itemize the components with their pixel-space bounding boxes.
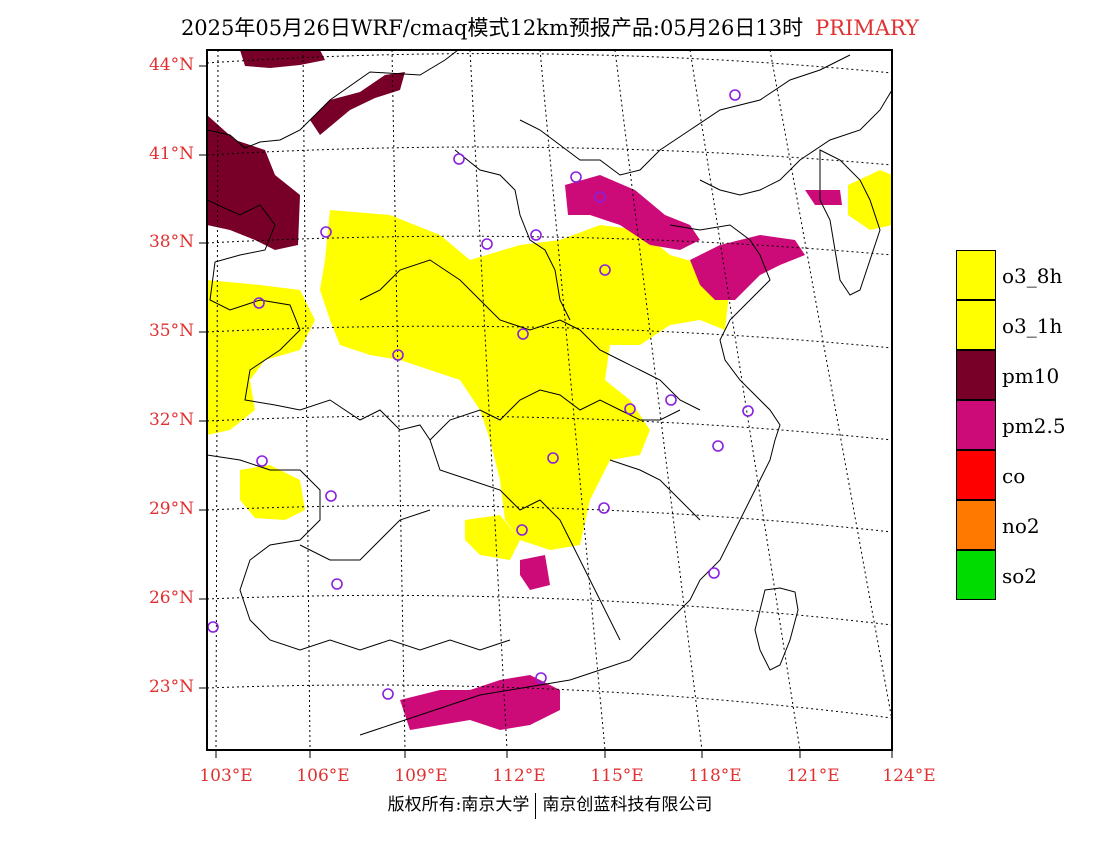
axis-ticks — [199, 65, 893, 758]
legend-swatch — [956, 400, 996, 450]
pm25-area-south — [400, 675, 560, 730]
pollutant-regions — [207, 50, 892, 730]
graticule — [207, 50, 892, 750]
legend-swatch — [956, 500, 996, 550]
pm25-area-shandong — [690, 235, 805, 300]
legend-label: o3_8h — [1002, 264, 1063, 288]
city-marker — [599, 264, 611, 276]
lon-label: 115°E — [590, 766, 644, 786]
lat-label: 32°N — [148, 410, 194, 430]
city-marker — [517, 328, 529, 340]
legend-label: pm10 — [1002, 364, 1060, 388]
city-marker — [624, 403, 636, 415]
city-marker — [530, 229, 542, 241]
legend-swatch — [956, 550, 996, 600]
city-marker — [256, 455, 268, 467]
city-marker — [547, 452, 559, 464]
city-marker — [481, 238, 493, 250]
legend-swatch — [956, 450, 996, 500]
pm25-area-beijing — [565, 175, 700, 250]
copyright-right: 南京创蓝科技有限公司 — [542, 795, 713, 815]
legend-label: pm2.5 — [1002, 414, 1066, 438]
city-marker — [708, 567, 720, 579]
footer-divider — [535, 792, 537, 819]
legend-label: o3_1h — [1002, 314, 1063, 338]
map-frame — [206, 49, 893, 751]
legend-swatch — [956, 300, 996, 350]
legend-swatch — [956, 250, 996, 300]
city-marker — [320, 226, 332, 238]
o3-area-sw — [240, 465, 305, 520]
city-marker — [712, 440, 724, 452]
mode-tag: PRIMARY — [815, 16, 920, 40]
lat-label: 35°N — [148, 321, 194, 341]
city-marker — [207, 621, 219, 633]
city-marker — [598, 502, 610, 514]
pm10-area-nw — [207, 115, 300, 250]
city-marker — [570, 171, 582, 183]
lat-label: 38°N — [148, 232, 194, 252]
city-marker — [594, 191, 606, 203]
lon-label: 112°E — [492, 766, 546, 786]
lat-label: 29°N — [148, 499, 194, 519]
map-title: 2025年05月26日WRF/cmaq模式12km预报产品:05月26日13时 P… — [0, 12, 1100, 42]
city-marker — [516, 524, 528, 536]
city-marker — [382, 688, 394, 700]
city-marker — [331, 578, 343, 590]
o3-area-south — [465, 515, 520, 560]
legend-label: co — [1002, 464, 1026, 488]
o3-area-central — [320, 210, 730, 550]
lat-label: 41°N — [148, 144, 194, 164]
city-marker — [253, 297, 265, 309]
city-marker — [325, 490, 337, 502]
copyright-footer: 版权所有:南京大学 南京创蓝科技有限公司 — [0, 790, 1100, 819]
pm25-area-coast — [805, 190, 842, 205]
copyright-left: 版权所有:南京大学 — [387, 795, 530, 815]
o3-area-west — [207, 280, 315, 435]
legend-label: so2 — [1002, 564, 1038, 588]
lat-label: 26°N — [148, 588, 194, 608]
pm25-area-hunan — [520, 555, 550, 590]
legend-swatch — [956, 350, 996, 400]
city-marker — [453, 153, 465, 165]
lon-label: 118°E — [688, 766, 742, 786]
lon-label: 109°E — [394, 766, 448, 786]
city-marker — [742, 405, 754, 417]
lon-label: 124°E — [882, 766, 936, 786]
city-marker — [535, 672, 547, 684]
city-marker — [729, 89, 741, 101]
boundaries — [207, 50, 892, 736]
lat-label: 23°N — [148, 677, 194, 697]
lon-label: 106°E — [296, 766, 350, 786]
title-text: 2025年05月26日WRF/cmaq模式12km预报产品:05月26日13时 — [180, 16, 804, 40]
city-marker — [665, 394, 677, 406]
pm10-area-north2 — [310, 72, 405, 135]
legend-label: no2 — [1002, 514, 1040, 538]
city-marker — [392, 349, 404, 361]
lat-label: 44°N — [148, 55, 194, 75]
lon-label: 121°E — [786, 766, 840, 786]
lon-label: 103°E — [199, 766, 253, 786]
